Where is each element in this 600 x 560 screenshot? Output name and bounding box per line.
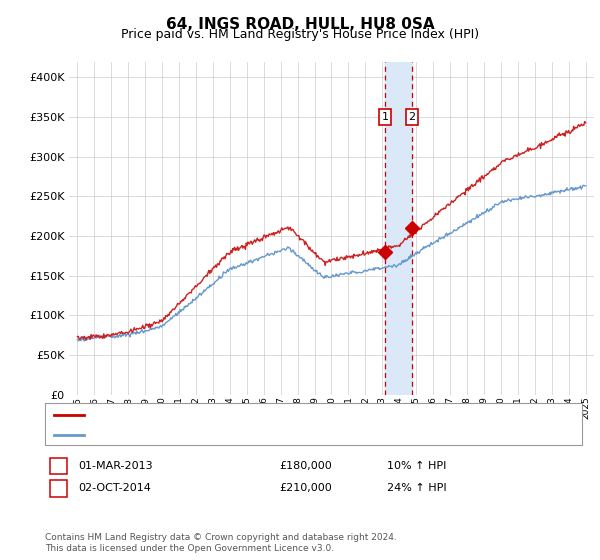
Text: £210,000: £210,000	[279, 483, 332, 493]
Text: 64, INGS ROAD, HULL, HU8 0SA (detached house): 64, INGS ROAD, HULL, HU8 0SA (detached h…	[90, 410, 338, 420]
Text: £180,000: £180,000	[279, 461, 332, 471]
Text: 1: 1	[55, 461, 62, 471]
Text: 2: 2	[409, 112, 416, 122]
Text: 64, INGS ROAD, HULL, HU8 0SA: 64, INGS ROAD, HULL, HU8 0SA	[166, 17, 434, 32]
Text: 01-MAR-2013: 01-MAR-2013	[78, 461, 152, 471]
Text: 2: 2	[55, 483, 62, 493]
Text: 02-OCT-2014: 02-OCT-2014	[78, 483, 151, 493]
Text: 1: 1	[382, 112, 389, 122]
Text: 10% ↑ HPI: 10% ↑ HPI	[387, 461, 446, 471]
Text: Price paid vs. HM Land Registry's House Price Index (HPI): Price paid vs. HM Land Registry's House …	[121, 28, 479, 41]
Bar	[385, 62, 412, 395]
Text: 24% ↑ HPI: 24% ↑ HPI	[387, 483, 446, 493]
Text: HPI: Average price, detached house, City of Kingston upon Hull: HPI: Average price, detached house, City…	[90, 430, 404, 440]
Text: Contains HM Land Registry data © Crown copyright and database right 2024.
This d: Contains HM Land Registry data © Crown c…	[45, 533, 397, 553]
